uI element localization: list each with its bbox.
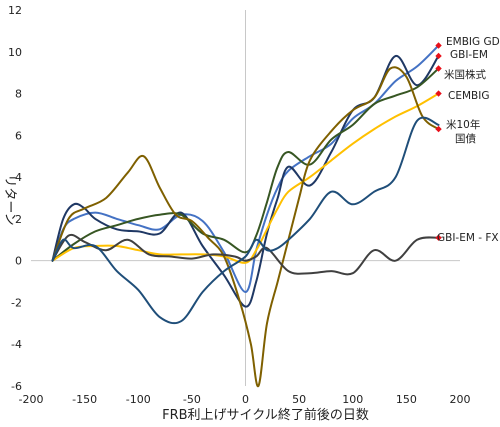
x-axis-title: FRB利上げサイクル終了前後の日数 — [162, 407, 369, 423]
end-marker — [435, 52, 442, 60]
y-tick-label: -6 — [11, 380, 22, 393]
series-line-4 — [51, 66, 440, 388]
y-tick-label: 8 — [15, 88, 22, 101]
y-tick-label: -2 — [11, 296, 22, 309]
x-tick-label: 50 — [292, 393, 306, 406]
series-line-6 — [51, 116, 440, 325]
end-marker — [435, 234, 442, 241]
x-tick-label: -150 — [72, 393, 97, 406]
series-label-embig-gd: EMBIG GD — [446, 36, 500, 48]
y-tick-label: 6 — [15, 129, 22, 142]
series-label-gbi-em-fx: GBI-EM - FX — [437, 232, 499, 244]
series-line-5 — [51, 233, 440, 276]
x-tick-label: -50 — [183, 393, 201, 406]
end-marker — [435, 125, 442, 133]
y-tick-label: 2 — [15, 213, 22, 226]
y-tick-label: -4 — [11, 338, 22, 351]
y-tick-label: 0 — [15, 255, 22, 268]
axes: -6 -4 -2 0 2 4 6 8 10 12 -200 -150 -100 -50 0 50 100 150 2… — [8, 4, 471, 406]
x-tick-label: 100 — [342, 393, 363, 406]
end-marker — [435, 42, 442, 49]
series-line-0 — [51, 44, 440, 293]
end-marker — [435, 90, 442, 97]
end-marker — [435, 65, 442, 72]
series-label-series: 米国株式 — [444, 68, 486, 81]
x-tick-label: -100 — [126, 393, 151, 406]
series-label-gbi-em: GBI-EM — [450, 49, 488, 61]
x-tick-label: -200 — [19, 393, 44, 406]
y-tick-label: 4 — [15, 171, 22, 184]
x-tick-label: 0 — [242, 393, 249, 406]
y-tick-label: 10 — [8, 46, 22, 59]
y-axis-title: リターン — [2, 174, 17, 225]
series-line-2 — [51, 67, 440, 262]
series-label-cembig: CEMBIG — [448, 90, 489, 102]
end-markers — [435, 42, 442, 241]
series-lines — [51, 44, 440, 388]
x-tick-label: 200 — [450, 393, 471, 406]
series-line-1 — [51, 55, 440, 308]
y-tick-label: 12 — [8, 4, 22, 17]
x-tick-label: 150 — [396, 393, 417, 406]
series-line-3 — [51, 92, 440, 264]
series-label-series: 国債 — [455, 132, 476, 145]
series-label-10: 米10年 — [446, 118, 480, 131]
